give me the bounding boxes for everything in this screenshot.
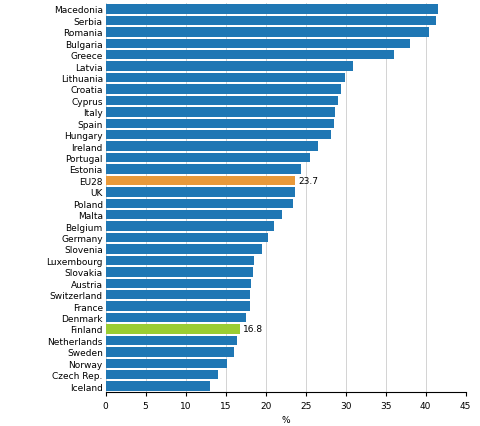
Bar — [106, 131, 331, 140]
Bar — [106, 165, 301, 174]
Bar — [106, 85, 341, 95]
Bar — [106, 268, 253, 277]
Bar — [106, 245, 262, 254]
Bar — [106, 313, 246, 322]
Bar — [106, 74, 345, 83]
Bar — [106, 5, 438, 14]
Bar — [106, 325, 240, 334]
Bar — [106, 142, 318, 152]
Bar — [106, 336, 237, 345]
Bar — [106, 359, 227, 368]
X-axis label: %: % — [281, 415, 290, 424]
Bar — [106, 62, 353, 72]
Bar — [106, 97, 337, 106]
Bar — [106, 256, 254, 265]
Text: 16.8: 16.8 — [243, 325, 264, 334]
Bar — [106, 153, 310, 163]
Bar — [106, 119, 335, 129]
Bar — [106, 108, 335, 117]
Bar — [106, 279, 251, 288]
Bar — [106, 370, 217, 380]
Bar — [106, 51, 394, 60]
Bar — [106, 210, 282, 220]
Bar — [106, 382, 210, 391]
Bar — [106, 17, 436, 26]
Bar — [106, 199, 293, 208]
Bar — [106, 40, 409, 49]
Bar — [106, 233, 268, 243]
Bar — [106, 176, 295, 186]
Bar — [106, 291, 251, 299]
Bar — [106, 222, 275, 231]
Bar — [106, 302, 250, 311]
Bar — [106, 188, 295, 197]
Text: 23.7: 23.7 — [299, 176, 318, 185]
Bar — [106, 347, 234, 357]
Bar — [106, 28, 429, 37]
